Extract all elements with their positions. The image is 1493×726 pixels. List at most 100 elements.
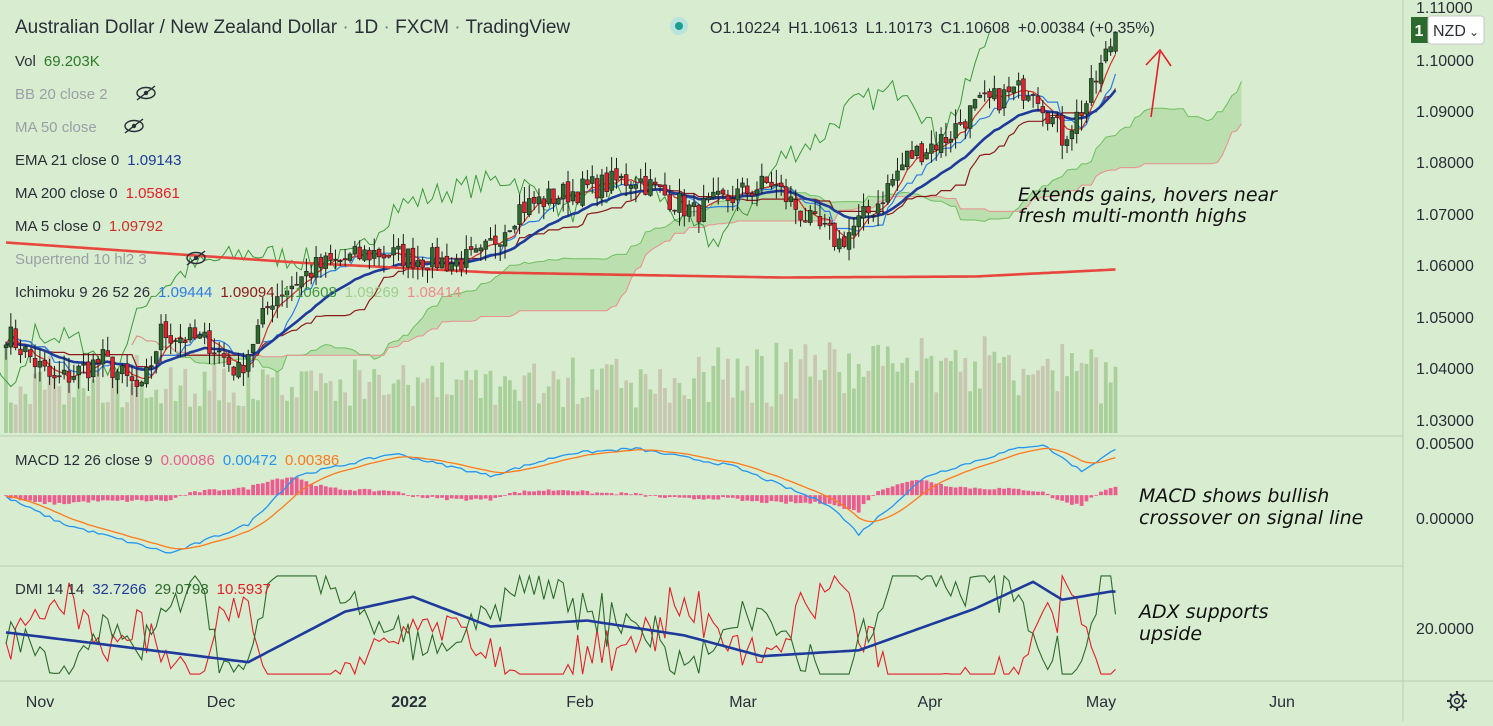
candle[interactable] — [1001, 84, 1007, 117]
candle[interactable] — [531, 190, 537, 211]
candle[interactable] — [497, 244, 503, 262]
candle[interactable] — [367, 247, 372, 270]
macd-pane[interactable] — [4, 444, 1118, 554]
candle[interactable] — [507, 230, 513, 233]
candle[interactable] — [464, 235, 469, 275]
candle[interactable] — [900, 152, 905, 171]
candle[interactable] — [275, 283, 280, 319]
candle[interactable] — [895, 157, 900, 191]
candle[interactable] — [977, 92, 983, 99]
candle[interactable] — [425, 267, 430, 283]
candle[interactable] — [662, 172, 668, 196]
candle[interactable] — [551, 188, 556, 212]
candle[interactable] — [541, 196, 546, 220]
candle[interactable] — [808, 205, 813, 226]
candle[interactable] — [701, 184, 706, 223]
candle[interactable] — [299, 276, 304, 296]
candle[interactable] — [1108, 38, 1113, 56]
candle[interactable] — [871, 213, 876, 222]
candle[interactable] — [967, 105, 973, 139]
candle[interactable] — [86, 353, 91, 392]
candle[interactable] — [149, 356, 154, 379]
candle[interactable] — [439, 251, 445, 269]
candle[interactable] — [255, 319, 261, 344]
candle[interactable] — [851, 216, 857, 249]
candle[interactable] — [144, 358, 149, 388]
candle[interactable] — [71, 364, 77, 383]
candle[interactable] — [47, 358, 52, 385]
candle[interactable] — [536, 188, 542, 214]
candle[interactable] — [279, 280, 285, 307]
candle[interactable] — [1040, 100, 1046, 127]
candle[interactable] — [410, 237, 416, 279]
candle[interactable] — [37, 348, 43, 382]
candle[interactable] — [1006, 76, 1012, 99]
candle[interactable] — [1050, 111, 1055, 128]
candle[interactable] — [430, 242, 435, 279]
candle[interactable] — [1035, 87, 1041, 112]
candle[interactable] — [115, 368, 120, 394]
candle[interactable] — [178, 324, 183, 358]
candle[interactable] — [861, 193, 866, 231]
candle[interactable] — [1030, 92, 1036, 108]
candle[interactable] — [958, 109, 963, 126]
candle[interactable] — [1045, 112, 1050, 131]
candle[interactable] — [105, 336, 110, 357]
currency-button[interactable] — [1427, 15, 1485, 45]
candle[interactable] — [134, 368, 140, 398]
candle[interactable] — [221, 342, 227, 367]
candle[interactable] — [997, 87, 1002, 114]
candle[interactable] — [197, 331, 202, 340]
candle[interactable] — [604, 166, 609, 198]
candle[interactable] — [502, 224, 508, 259]
candle[interactable] — [599, 168, 605, 206]
candle[interactable] — [769, 172, 774, 190]
candle[interactable] — [493, 224, 498, 259]
candle[interactable] — [1079, 100, 1084, 131]
candle[interactable] — [793, 189, 798, 225]
candle[interactable] — [522, 187, 527, 222]
candle[interactable] — [207, 323, 212, 365]
candle[interactable] — [643, 162, 648, 196]
candle[interactable] — [938, 127, 944, 158]
candle[interactable] — [328, 244, 333, 266]
candle[interactable] — [333, 249, 338, 269]
candle[interactable] — [110, 356, 115, 388]
candle[interactable] — [696, 203, 702, 233]
candle[interactable] — [231, 365, 236, 381]
candle[interactable] — [740, 177, 745, 196]
candle[interactable] — [846, 218, 852, 261]
candle[interactable] — [904, 150, 910, 171]
candle[interactable] — [822, 213, 828, 228]
candle[interactable] — [1084, 100, 1089, 123]
candle[interactable] — [163, 314, 169, 351]
candle[interactable] — [294, 271, 299, 286]
candlesticks[interactable] — [3, 31, 1118, 398]
candle[interactable] — [948, 131, 953, 153]
candle[interactable] — [1055, 111, 1060, 133]
candle[interactable] — [309, 264, 314, 285]
candle[interactable] — [1060, 106, 1065, 160]
gear-icon[interactable] — [1447, 691, 1467, 711]
candle[interactable] — [57, 360, 62, 384]
candle[interactable] — [653, 177, 658, 190]
candle[interactable] — [1069, 125, 1075, 151]
candle[interactable] — [919, 141, 924, 166]
candle[interactable] — [265, 301, 270, 315]
candle[interactable] — [396, 238, 401, 261]
candle[interactable] — [124, 354, 130, 387]
candle[interactable] — [682, 189, 687, 227]
candle[interactable] — [386, 254, 391, 259]
candle[interactable] — [28, 349, 33, 363]
candle[interactable] — [609, 157, 614, 194]
candle[interactable] — [158, 314, 164, 362]
candle[interactable] — [260, 297, 265, 328]
candle[interactable] — [139, 380, 144, 387]
indicator-legend[interactable]: Vol 69.203K BB 20 close 2 MA 50 close EMA… — [15, 53, 461, 598]
dmi-pane[interactable] — [5, 573, 1117, 676]
candle[interactable] — [362, 245, 367, 263]
candle[interactable] — [856, 204, 861, 237]
candle[interactable] — [1021, 74, 1026, 110]
candle[interactable] — [885, 174, 890, 205]
